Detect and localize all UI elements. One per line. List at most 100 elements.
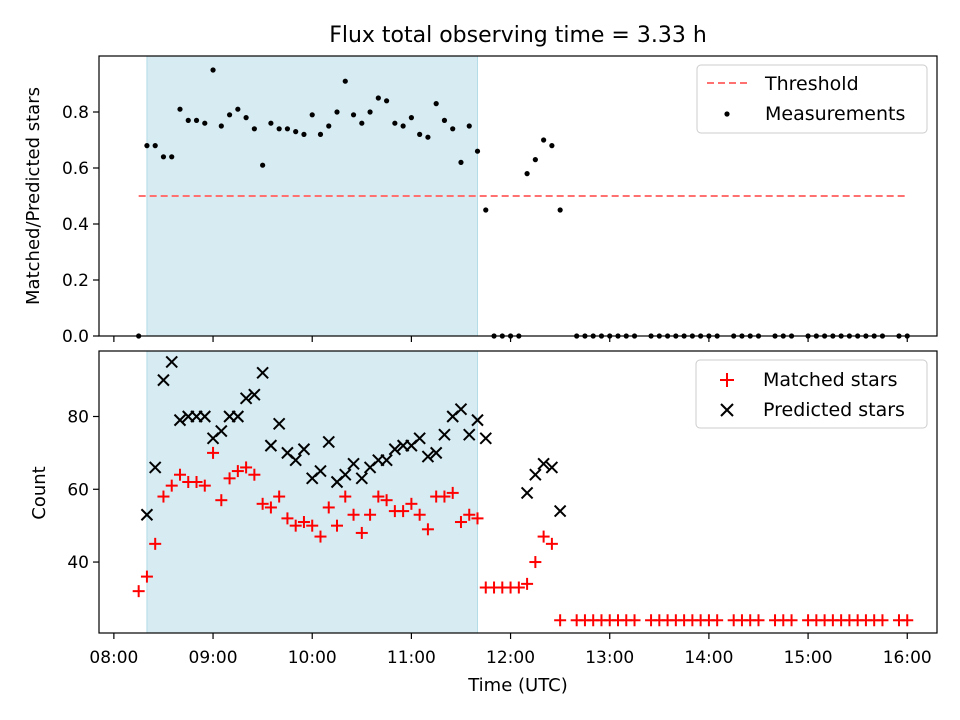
matched-star-point: [281, 512, 294, 525]
matched-star-point: [339, 490, 352, 503]
measurement-point: [441, 117, 448, 123]
predicted-star-point: [438, 428, 451, 441]
predicted-star-point: [157, 373, 170, 387]
bottom-highlight-span: [146, 350, 479, 634]
predicted-star-point: [471, 413, 484, 427]
predicted-star-point: [322, 435, 335, 449]
predicted-star-point: [553, 504, 567, 518]
predicted-star-point: [289, 453, 302, 467]
x-tick-label: 11:00: [387, 648, 436, 668]
matched-star-point: [149, 537, 162, 550]
matched-star-point: [165, 479, 178, 492]
measurement-point: [483, 207, 489, 213]
measurement-point: [392, 120, 398, 126]
matched-star-point: [463, 508, 476, 521]
predicted-star-point: [297, 443, 311, 456]
matched-star-point: [207, 446, 220, 459]
measurement-point: [474, 148, 481, 154]
matched-star-point: [322, 501, 335, 514]
predicted-star-point: [347, 457, 360, 471]
predicted-star-point: [380, 453, 393, 467]
measurement-point: [293, 129, 299, 135]
measurement-point: [251, 126, 257, 132]
predicted-star-point: [198, 410, 211, 423]
matched-star-point: [215, 494, 228, 507]
top-legend: Threshold Measurements: [696, 64, 928, 134]
legend-predicted-label: Predicted stars: [763, 399, 905, 421]
measurement-point: [235, 106, 241, 112]
legend-measurements-label: Measurements: [765, 103, 905, 125]
measurement-point: [367, 109, 373, 115]
matched-star-point: [231, 465, 244, 478]
x-tick-label: 10:00: [288, 648, 337, 668]
measurement-point: [425, 134, 431, 140]
bottom-legend: Matched stars Predicted stars: [695, 359, 928, 429]
top-y-tick-label: 0.0: [62, 327, 89, 347]
x-tick-label: 08:00: [89, 648, 138, 668]
x-tick-label: 13:00: [585, 648, 634, 668]
bottom-y-tick-label: 40: [67, 553, 89, 573]
measurement-point: [326, 123, 332, 129]
matched-star-point: [198, 479, 211, 492]
top-legend-box: [696, 64, 928, 134]
predicted-star-point: [165, 355, 178, 369]
x-tick-label: 14:00: [684, 648, 733, 668]
matched-star-point: [297, 516, 310, 529]
x-tick-label: 09:00: [189, 648, 238, 668]
top-panel: 0.00.20.40.60.8 Matched/Predicted stars …: [23, 55, 938, 347]
matched-star-point: [405, 497, 418, 510]
measurement-point: [549, 143, 555, 149]
measurement-point: [400, 123, 406, 129]
measurement-point: [185, 117, 191, 123]
matched-star-point: [711, 614, 724, 627]
predicted-star-point: [429, 446, 443, 460]
matched-star-point: [537, 530, 550, 543]
predicted-star-point: [239, 392, 253, 405]
bottom-y-tick-label: 60: [67, 480, 89, 500]
measurement-point: [541, 137, 547, 143]
measurement-point: [359, 120, 365, 126]
matched-star-point: [628, 614, 641, 627]
matched-star-point: [512, 581, 525, 594]
measurement-point: [243, 115, 249, 121]
measurement-point: [284, 126, 291, 132]
legend-matched-swatch: [720, 373, 734, 387]
predicted-star-point: [529, 468, 542, 481]
measurement-point: [301, 131, 307, 137]
x-tick-label: 16:00: [883, 648, 932, 668]
measurement-point: [210, 67, 216, 73]
predicted-star-point: [388, 443, 402, 456]
legend-measurements-swatch: [724, 111, 730, 117]
x-axis-label: Time (UTC): [467, 675, 568, 696]
matched-star-point: [364, 508, 377, 521]
matched-star-point: [248, 468, 261, 481]
measurement-point: [417, 131, 423, 137]
matched-star-point: [446, 486, 459, 499]
predicted-star-point: [248, 388, 261, 401]
measurement-point: [342, 78, 348, 84]
predicted-star-point: [264, 439, 278, 452]
legend-matched-label: Matched stars: [763, 369, 897, 391]
measurement-point: [144, 143, 150, 149]
measurement-point: [532, 157, 538, 163]
matched-star-point: [273, 490, 286, 503]
matched-star-point: [397, 505, 410, 518]
predicted-star-point: [148, 461, 162, 474]
measurement-point: [383, 98, 390, 104]
measurement-point: [177, 106, 183, 112]
measurement-point: [334, 109, 340, 115]
matched-star-point: [785, 614, 798, 627]
measurement-point: [260, 162, 266, 168]
matched-star-point: [240, 461, 253, 474]
matched-star-point: [157, 490, 170, 503]
matched-star-point: [173, 468, 186, 481]
measurement-point: [458, 159, 464, 165]
measurement-point: [152, 143, 158, 149]
matched-star-point: [521, 577, 534, 590]
predicted-star-point: [537, 457, 550, 471]
matched-star-point: [314, 530, 327, 543]
matched-star-point: [421, 523, 434, 536]
top-y-tick-label: 0.8: [62, 103, 89, 123]
predicted-star-point: [215, 424, 228, 438]
